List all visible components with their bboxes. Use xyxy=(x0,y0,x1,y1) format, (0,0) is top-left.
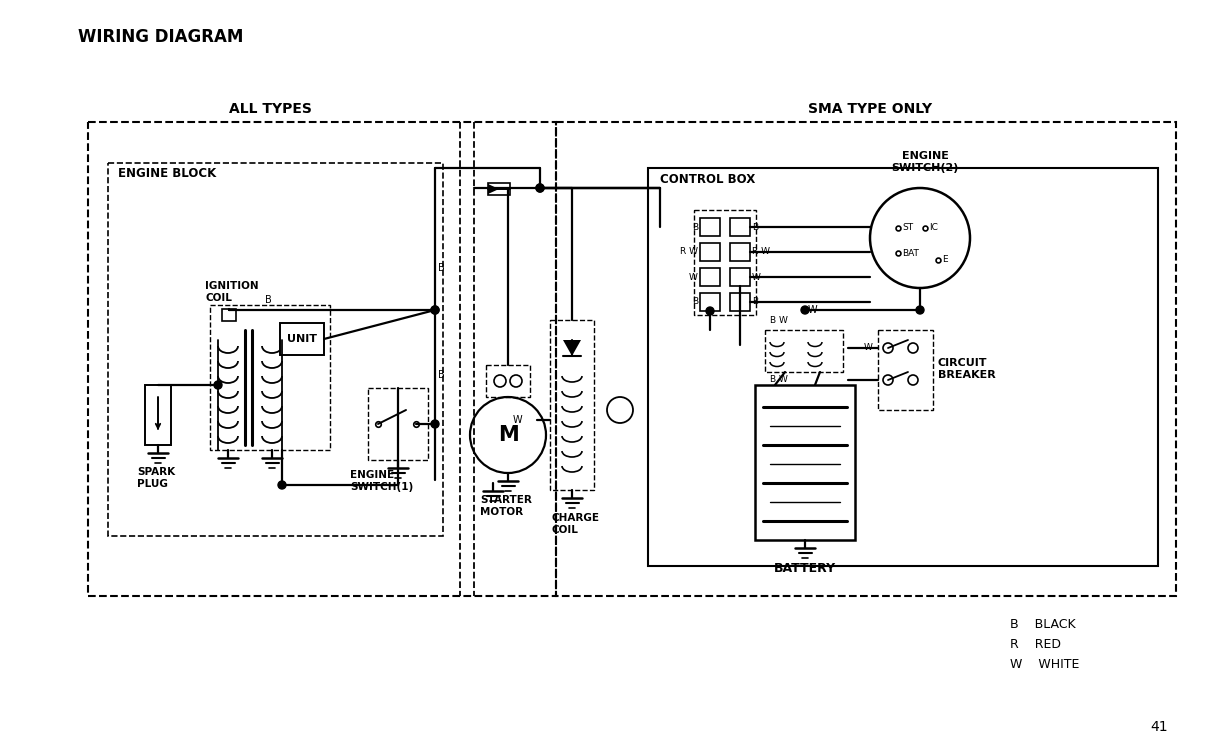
Circle shape xyxy=(536,184,544,192)
Bar xyxy=(700,243,720,261)
Circle shape xyxy=(431,420,438,428)
Text: W: W xyxy=(808,305,817,315)
Text: B: B xyxy=(438,370,445,380)
Text: CHARGE
COIL: CHARGE COIL xyxy=(552,513,600,535)
Text: SPARK
PLUG: SPARK PLUG xyxy=(136,467,175,489)
Text: B    BLACK: B BLACK xyxy=(1010,618,1075,631)
Text: R    RED: R RED xyxy=(1010,638,1061,651)
Text: ENGINE
SWITCH(1): ENGINE SWITCH(1) xyxy=(350,470,413,492)
Bar xyxy=(694,210,756,315)
Bar xyxy=(108,163,443,536)
Bar xyxy=(488,183,510,195)
Text: IC: IC xyxy=(929,223,938,232)
Polygon shape xyxy=(488,184,499,194)
Bar xyxy=(700,293,720,311)
Bar xyxy=(648,168,1158,566)
Text: W: W xyxy=(752,272,761,281)
Text: W    WHITE: W WHITE xyxy=(1010,658,1079,671)
Text: 41: 41 xyxy=(1150,720,1168,734)
Text: CONTROL BOX: CONTROL BOX xyxy=(660,173,755,186)
Text: BATTERY: BATTERY xyxy=(773,562,836,575)
Bar xyxy=(730,268,750,286)
Circle shape xyxy=(536,184,544,192)
Bar xyxy=(878,330,933,410)
Text: B W: B W xyxy=(770,316,788,325)
Bar xyxy=(222,309,236,321)
Circle shape xyxy=(278,481,286,489)
Bar xyxy=(280,323,324,355)
Polygon shape xyxy=(563,340,581,356)
Circle shape xyxy=(801,306,809,314)
Bar xyxy=(730,218,750,236)
Text: W: W xyxy=(689,272,698,281)
Text: B: B xyxy=(438,263,445,273)
Bar xyxy=(700,218,720,236)
Text: B: B xyxy=(266,295,272,305)
Bar xyxy=(730,243,750,261)
Text: ENGINE BLOCK: ENGINE BLOCK xyxy=(118,167,217,180)
Text: E: E xyxy=(942,256,948,265)
Circle shape xyxy=(431,306,438,314)
Text: B W: B W xyxy=(770,375,788,384)
Bar xyxy=(730,293,750,311)
Circle shape xyxy=(214,381,222,389)
Bar xyxy=(555,122,1177,596)
Text: B: B xyxy=(692,298,698,306)
Text: WIRING DIAGRAM: WIRING DIAGRAM xyxy=(78,28,244,46)
Text: ALL TYPES: ALL TYPES xyxy=(229,102,312,116)
Text: R W: R W xyxy=(752,247,770,256)
Bar xyxy=(486,365,530,397)
Bar xyxy=(88,122,555,596)
Text: B: B xyxy=(752,222,758,231)
Text: IGNITION
COIL: IGNITION COIL xyxy=(205,281,258,303)
Text: B: B xyxy=(752,298,758,306)
Bar xyxy=(700,268,720,286)
Text: W: W xyxy=(864,344,873,353)
Text: W: W xyxy=(513,415,523,425)
Bar xyxy=(551,320,594,490)
Text: M: M xyxy=(498,425,519,445)
Bar xyxy=(145,385,171,445)
Text: BAT: BAT xyxy=(903,249,918,258)
Bar xyxy=(755,385,855,540)
Circle shape xyxy=(706,307,714,315)
Text: CIRCUIT
BREAKER: CIRCUIT BREAKER xyxy=(938,358,996,379)
Text: ST: ST xyxy=(903,223,914,232)
Text: ENGINE
SWITCH(2): ENGINE SWITCH(2) xyxy=(892,152,959,173)
Text: R W: R W xyxy=(680,247,698,256)
Text: UNIT: UNIT xyxy=(287,334,317,344)
Bar xyxy=(368,388,428,460)
Circle shape xyxy=(916,306,924,314)
Bar xyxy=(209,305,330,450)
Bar xyxy=(765,330,843,372)
Text: B: B xyxy=(692,222,698,231)
Circle shape xyxy=(431,306,438,314)
Text: STARTER
MOTOR: STARTER MOTOR xyxy=(480,495,532,516)
Text: SMA TYPE ONLY: SMA TYPE ONLY xyxy=(808,102,932,116)
